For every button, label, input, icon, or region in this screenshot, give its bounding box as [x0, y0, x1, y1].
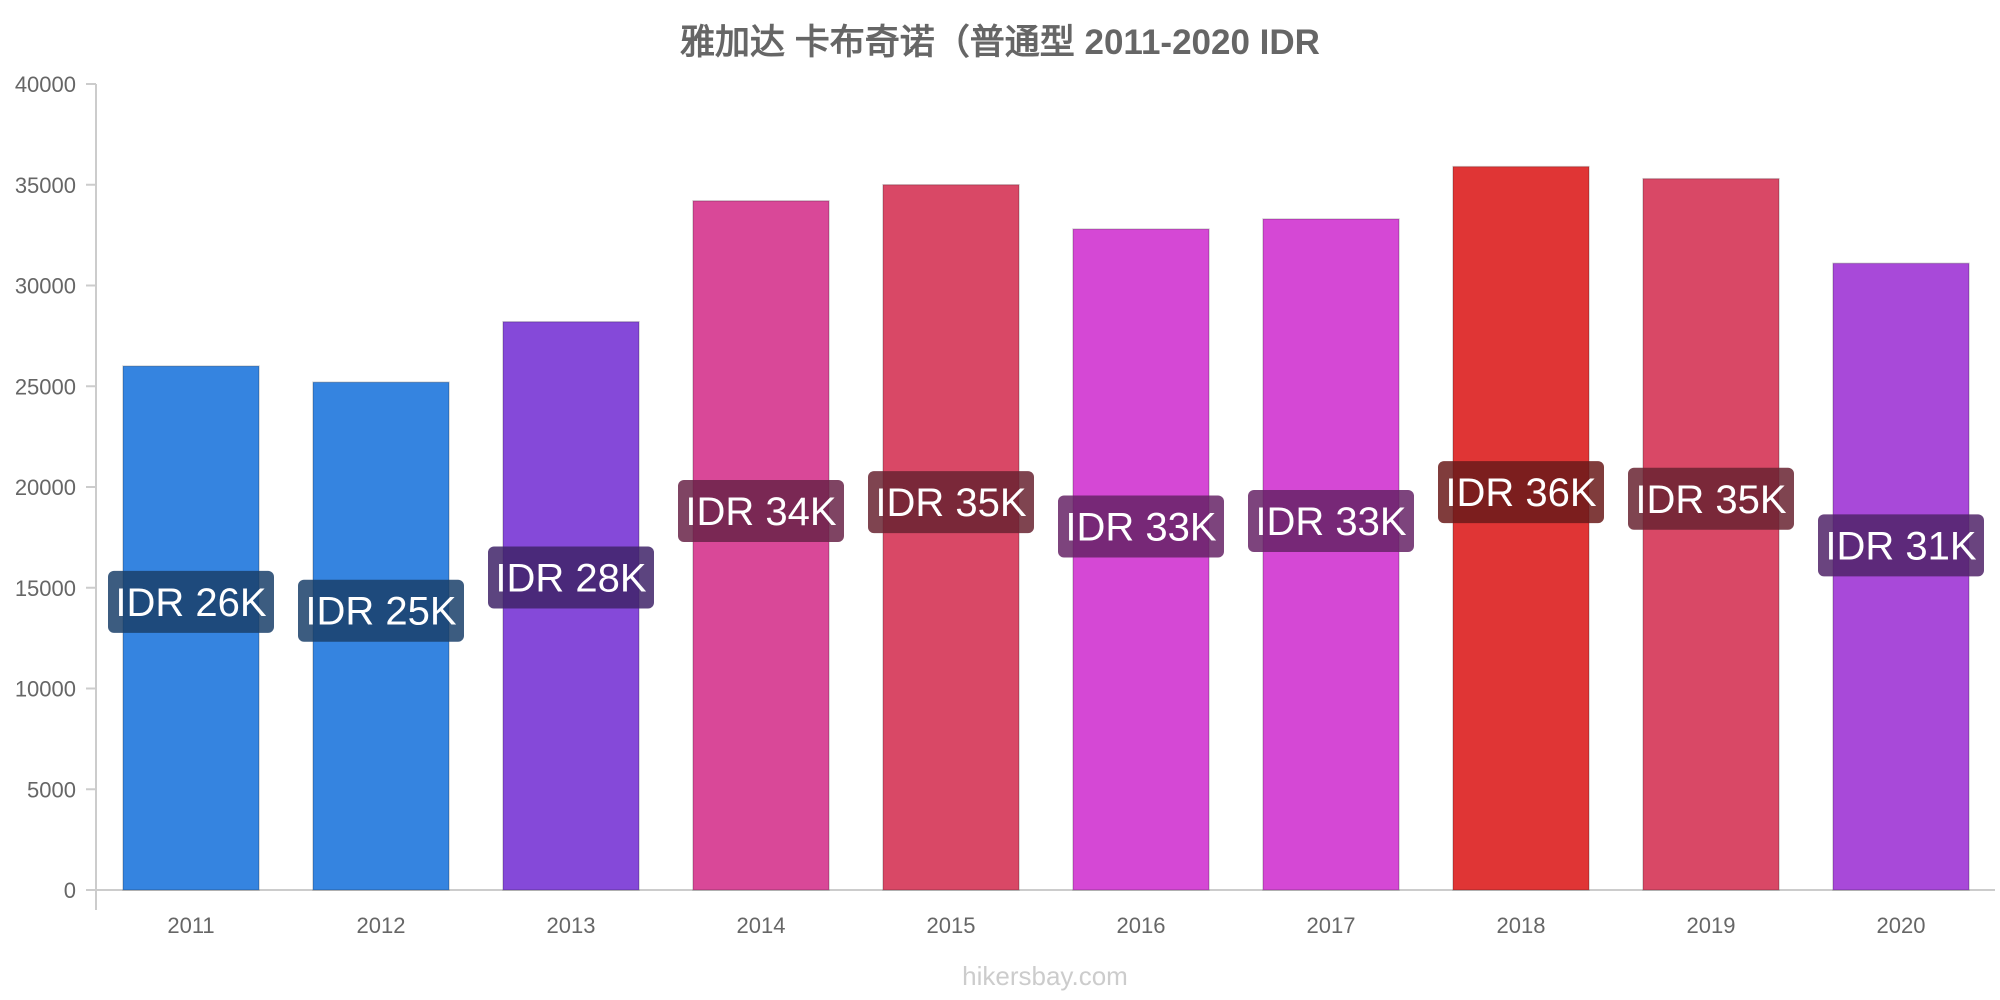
x-tick-label: 2013	[547, 913, 596, 938]
bar	[1262, 218, 1400, 891]
data-label: IDR 31K	[1825, 524, 1976, 568]
y-tick-label: 15000	[15, 576, 76, 601]
bar	[1642, 177, 1780, 891]
data-label: IDR 34K	[685, 490, 836, 534]
x-tick-label: 2019	[1687, 913, 1736, 938]
data-label: IDR 35K	[875, 481, 1026, 525]
x-tick-label: 2014	[737, 913, 786, 938]
x-tick-label: 2012	[357, 913, 406, 938]
data-labels: IDR 26K IDR 25K IDR 28K IDR 34K IDR 35K IDR 3…	[108, 461, 1984, 642]
data-label-badge	[488, 546, 654, 609]
y-tick-label: 35000	[15, 173, 76, 198]
data-label-badge	[1058, 495, 1224, 558]
x-tick-label: 2016	[1117, 913, 1166, 938]
y-tick-label: 30000	[15, 274, 76, 299]
y-tick-label: 40000	[15, 72, 76, 97]
data-label-badge	[298, 579, 464, 642]
data-label: IDR 35K	[1635, 478, 1786, 522]
bar	[882, 184, 1020, 891]
x-tick-label: 2015	[927, 913, 976, 938]
y-tick-label: 25000	[15, 374, 76, 399]
data-label-badge	[1248, 489, 1414, 552]
x-tick-label: 2017	[1307, 913, 1356, 938]
data-label-badge	[678, 479, 844, 542]
x-tick-label: 2011	[167, 913, 214, 938]
x-axis: 2011 2012 2013 2014 2015 2016 2017 2018 2019 2020	[86, 889, 1995, 938]
y-tick-label: 5000	[27, 777, 76, 802]
data-label-badge	[1438, 461, 1604, 524]
data-label: IDR 33K	[1065, 505, 1216, 549]
bar	[1072, 228, 1210, 891]
x-tick-label: 2018	[1497, 913, 1546, 938]
data-label: IDR 36K	[1445, 471, 1596, 515]
y-tick-label: 10000	[15, 677, 76, 702]
data-label-badge	[1818, 514, 1984, 577]
bar	[1452, 165, 1590, 891]
data-label-badge	[868, 471, 1034, 534]
bar	[692, 200, 830, 891]
data-label: IDR 28K	[495, 556, 646, 600]
x-tick-label: 2020	[1877, 913, 1926, 938]
watermark: hikersbay.com	[962, 961, 1128, 991]
y-tick-label: 0	[64, 878, 76, 903]
data-label-badge	[1628, 467, 1794, 530]
data-label-badge	[108, 570, 274, 633]
y-tick-label: 20000	[15, 475, 76, 500]
y-axis: 0 5000 10000 15000 20000 25000 30000 35000 40000	[15, 72, 97, 910]
data-label: IDR 26K	[115, 581, 266, 625]
data-label: IDR 25K	[305, 590, 456, 634]
bar	[1832, 262, 1970, 891]
data-label: IDR 33K	[1255, 500, 1406, 544]
chart-title: 雅加达 卡布奇诺（普通型 2011-2020 IDR	[680, 23, 1320, 62]
